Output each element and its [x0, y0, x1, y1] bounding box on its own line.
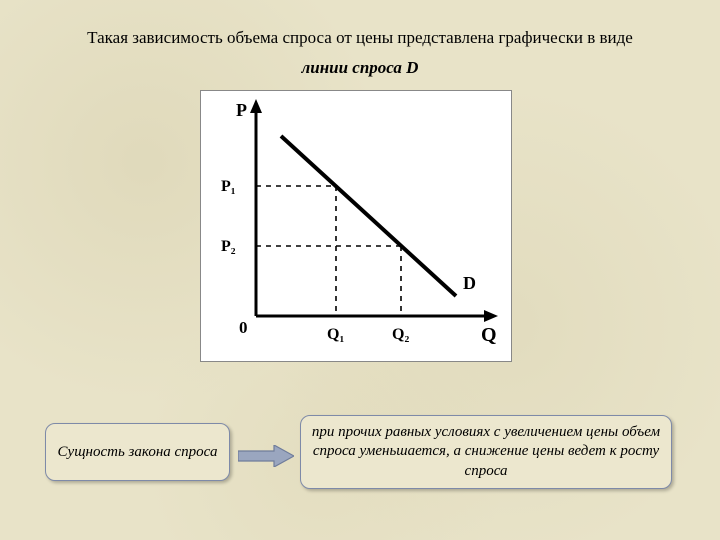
- x-axis-arrowhead: [484, 310, 498, 322]
- essence-box: Сущность закона спроса: [45, 423, 230, 481]
- demand-line: [281, 136, 456, 296]
- p2-label: P₂: [221, 238, 236, 255]
- x-axis-label: Q: [481, 324, 497, 346]
- demand-chart: P Q 0 D P₁ P₂ Q₁ Q₂: [200, 90, 512, 362]
- demand-line-label: D: [463, 273, 476, 293]
- arrow-icon: [238, 445, 294, 467]
- title-line-1: Такая зависимость объема спроса от цены …: [0, 28, 720, 48]
- p1-label: P₁: [221, 178, 236, 195]
- definition-box: при прочих равных условиях с увеличением…: [300, 415, 672, 489]
- q2-label: Q₂: [392, 326, 409, 343]
- bottom-row: Сущность закона спроса при прочих равных…: [0, 415, 720, 495]
- title-line-2: линии спроса D: [0, 58, 720, 78]
- origin-label: 0: [239, 318, 248, 337]
- y-axis-label: P: [236, 100, 247, 120]
- q1-label: Q₁: [327, 326, 344, 343]
- y-axis-arrowhead: [250, 99, 262, 113]
